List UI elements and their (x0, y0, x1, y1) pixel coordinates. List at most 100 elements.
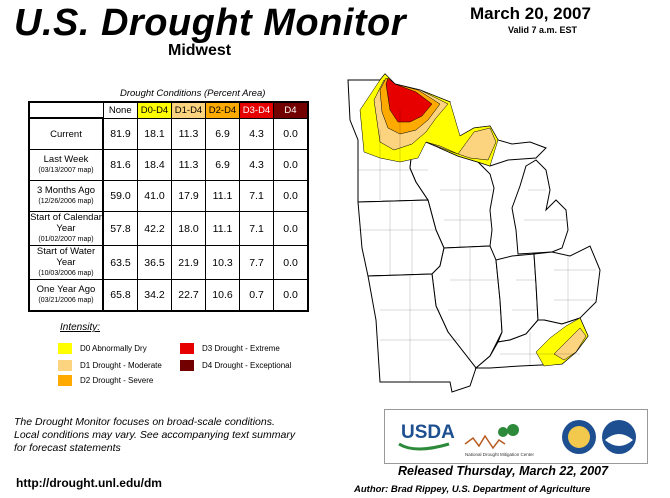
row-label: One Year Ago (03/21/2006 map) (28, 279, 104, 312)
table-cell: 17.9 (171, 180, 206, 212)
row-label: Last Week (03/13/2007 map) (28, 149, 104, 181)
noaa-bird-icon (605, 434, 633, 446)
column-header-d0-d4: D0-D4 (137, 101, 172, 119)
ndmc-logo-text: National Drought Mitigation Center (465, 452, 535, 457)
row-label-sub: (12/26/2006 map) (38, 198, 94, 205)
table-cell: 0.7 (239, 279, 274, 312)
row-label-sub: (10/03/2006 map) (38, 270, 94, 277)
drought-areas (359, 73, 589, 367)
state-michigan-lp (511, 159, 569, 255)
legend-item-d0: D0 Abnormally Dry (58, 343, 147, 354)
ndmc-tree-icon (498, 427, 508, 437)
table-cell: 65.8 (102, 279, 138, 312)
table-caption: Drought Conditions (Percent Area) (120, 88, 266, 99)
table-cell: 4.3 (239, 117, 274, 150)
row-label-text: Current (50, 128, 82, 140)
released-date: Released Thursday, March 22, 2007 (398, 464, 609, 478)
table-row: 3 Months Ago (12/26/2006 map) 59.0 41.0 17.9… (28, 180, 309, 212)
table-cell: 81.9 (102, 117, 138, 150)
table-cell: 0.0 (273, 180, 309, 212)
note-line-2: Local conditions may vary. See accompany… (14, 429, 296, 441)
map-date: March 20, 2007 (470, 4, 591, 23)
table-cell: 11.1 (205, 211, 240, 246)
table-cell: 18.1 (137, 117, 172, 150)
logos-svg: USDA National Drought Mitigation Center (398, 420, 636, 457)
row-label: Start of Calendar Year (01/02/2007 map) (28, 211, 104, 246)
table-cell: 41.0 (137, 180, 172, 212)
table-cell: 0.0 (273, 279, 309, 312)
table-cell: 7.1 (239, 180, 274, 212)
table-cell: 21.9 (171, 245, 206, 280)
area-d3 (385, 77, 433, 123)
row-label: Current (28, 117, 104, 150)
table-body: Current 81.9 18.1 11.3 6.9 4.3 0.0 Last Week (03… (28, 117, 309, 312)
table-cell: 57.8 (102, 211, 138, 246)
state-missouri (367, 273, 477, 393)
legend-label-d2: D2 Drought - Severe (80, 376, 154, 385)
table-cell: 7.7 (239, 245, 274, 280)
legend-item-d4: D4 Drought - Exceptional (180, 360, 291, 371)
table-cell: 0.0 (273, 149, 309, 181)
state-iowa (357, 199, 445, 277)
table-row: Last Week (03/13/2007 map) 81.6 18.4 11.3 6.9… (28, 149, 309, 181)
note-line-3: for forecast statements (14, 442, 121, 454)
table-cell: 81.6 (102, 149, 138, 181)
column-header-none: None (102, 101, 138, 119)
table-row: Current 81.9 18.1 11.3 6.9 4.3 0.0 (28, 117, 309, 150)
ndmc-graph-icon (464, 434, 506, 450)
table-cell: 11.3 (171, 149, 206, 181)
usda-swoosh-icon (398, 442, 450, 451)
row-label-text: Last Week (43, 154, 89, 165)
row-label: Start of Water Year (10/03/2006 map) (28, 245, 104, 280)
table-cell: 0.0 (273, 245, 309, 280)
state-ohio (533, 245, 601, 325)
drought-monitor-link[interactable]: http://drought.unl.edu/dm (16, 476, 162, 490)
legend-swatch-d3 (180, 343, 194, 354)
table-cell: 11.3 (171, 117, 206, 150)
area-d1-kentucky (553, 327, 587, 361)
table-cell: 7.1 (239, 211, 274, 246)
table-row: Start of Calendar Year (01/02/2007 map) 57… (28, 211, 309, 246)
table-cell: 36.5 (137, 245, 172, 280)
table-cell: 34.2 (137, 279, 172, 312)
valid-time: Valid 7 a.m. EST (508, 25, 578, 35)
table-cell: 59.0 (102, 180, 138, 212)
row-label-text: 3 Months Ago (36, 185, 96, 196)
table-cell: 42.2 (137, 211, 172, 246)
column-header-d1-d4: D1-D4 (171, 101, 206, 119)
table-corner (29, 102, 103, 119)
usda-logo: USDA (401, 422, 455, 443)
column-header-d3-d4: D3-D4 (239, 101, 274, 119)
ndmc-tree-icon-2 (507, 424, 519, 436)
row-label-text: One Year Ago (36, 284, 96, 295)
legend-label-d3: D3 Drought - Extreme (202, 344, 280, 353)
doc-seal-inner-icon (568, 426, 590, 448)
table-cell: 10.6 (205, 279, 240, 312)
legend-swatch-d0 (58, 343, 72, 354)
county-lines (358, 110, 596, 382)
column-header-d2-d4: D2-D4 (205, 101, 240, 119)
table-cell: 22.7 (171, 279, 206, 312)
row-label-sub: (03/21/2006 map) (38, 297, 94, 304)
legend-label-d0: D0 Abnormally Dry (80, 344, 147, 353)
row-label: 3 Months Ago (12/26/2006 map) (28, 180, 104, 212)
legend-item-d1: D1 Drought - Moderate (58, 360, 162, 371)
legend-label-d4: D4 Drought - Exceptional (202, 361, 292, 370)
table-cell: 10.3 (205, 245, 240, 280)
disclaimer-note: The Drought Monitor focuses on broad-sca… (14, 416, 295, 455)
legend-swatch-d1 (58, 360, 72, 371)
table-row: One Year Ago (03/21/2006 map) 65.8 34.2 22.7… (28, 279, 309, 312)
legend-title: Intensity: (60, 322, 101, 333)
legend-swatch-d4 (180, 360, 194, 371)
legend-item-d2: D2 Drought - Severe (58, 375, 153, 386)
row-label-text: Start of Calendar Year (30, 212, 102, 234)
table-cell: 0.0 (273, 211, 309, 246)
table-cell: 4.3 (239, 149, 274, 181)
drought-table: None D0-D4 D1-D4 D2-D4 D3-D4 D4 Current 81.9 18… (28, 101, 309, 312)
table-cell: 6.9 (205, 149, 240, 181)
note-line-1: The Drought Monitor focuses on broad-sca… (14, 416, 275, 428)
legend-label-d1: D1 Drought - Moderate (80, 361, 162, 370)
row-label-sub: (01/02/2007 map) (38, 236, 94, 243)
table-header-row: None D0-D4 D1-D4 D2-D4 D3-D4 D4 (29, 101, 309, 119)
column-header-d4: D4 (273, 101, 309, 119)
